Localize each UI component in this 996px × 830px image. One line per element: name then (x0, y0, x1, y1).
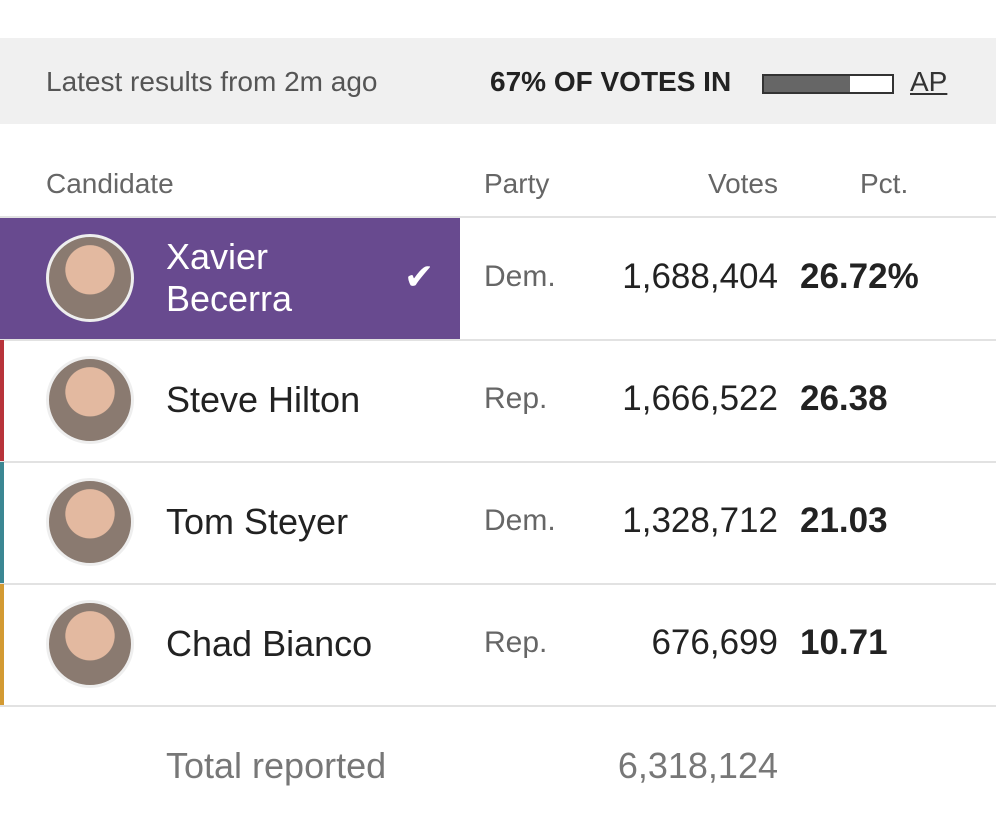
candidate-photo (46, 478, 134, 566)
candidate-name: Steve Hilton (166, 379, 361, 420)
source-link[interactable]: AP (910, 66, 948, 97)
divider (0, 216, 996, 218)
column-header: Pct. (860, 168, 909, 199)
result-row (0, 462, 996, 585)
candidate-name: Tom Steyer (166, 501, 349, 542)
party-strip (0, 462, 4, 583)
party: Rep. (484, 382, 548, 415)
candidate-photo (46, 234, 134, 322)
votes: 1,688,404 (622, 257, 778, 296)
party-strip (0, 584, 4, 705)
party: Dem. (484, 260, 556, 293)
result-row (0, 218, 996, 341)
column-header: Candidate (46, 168, 174, 199)
candidate-photo (46, 356, 134, 444)
progress-bar (762, 74, 894, 94)
party: Dem. (484, 504, 556, 537)
result-row (0, 584, 996, 707)
percent: 21.03 (800, 501, 888, 540)
party: Rep. (484, 626, 548, 659)
reporting-text: 67% OF VOTES IN (490, 66, 732, 97)
updated-text: Latest results from 2m ago (46, 66, 378, 97)
percent: 10.71 (800, 623, 888, 662)
votes: 676,699 (651, 623, 778, 662)
total-label: Total reported (166, 745, 387, 786)
party-strip (0, 340, 4, 461)
candidate-name: Chad Bianco (166, 623, 373, 664)
candidate-photo (46, 600, 134, 688)
votes: 1,666,522 (622, 379, 778, 418)
result-row (0, 340, 996, 463)
candidate-name: Xavier Becerra (166, 236, 293, 319)
percent: 26.38 (800, 379, 888, 418)
percent: 26.72% (800, 257, 919, 296)
progress-fill (764, 76, 850, 92)
votes: 1,328,712 (622, 501, 778, 540)
column-header: Party (484, 168, 550, 199)
total-votes: 6,318,124 (617, 745, 778, 786)
winner-check: ✔ (404, 256, 435, 297)
column-header: Votes (707, 168, 778, 199)
